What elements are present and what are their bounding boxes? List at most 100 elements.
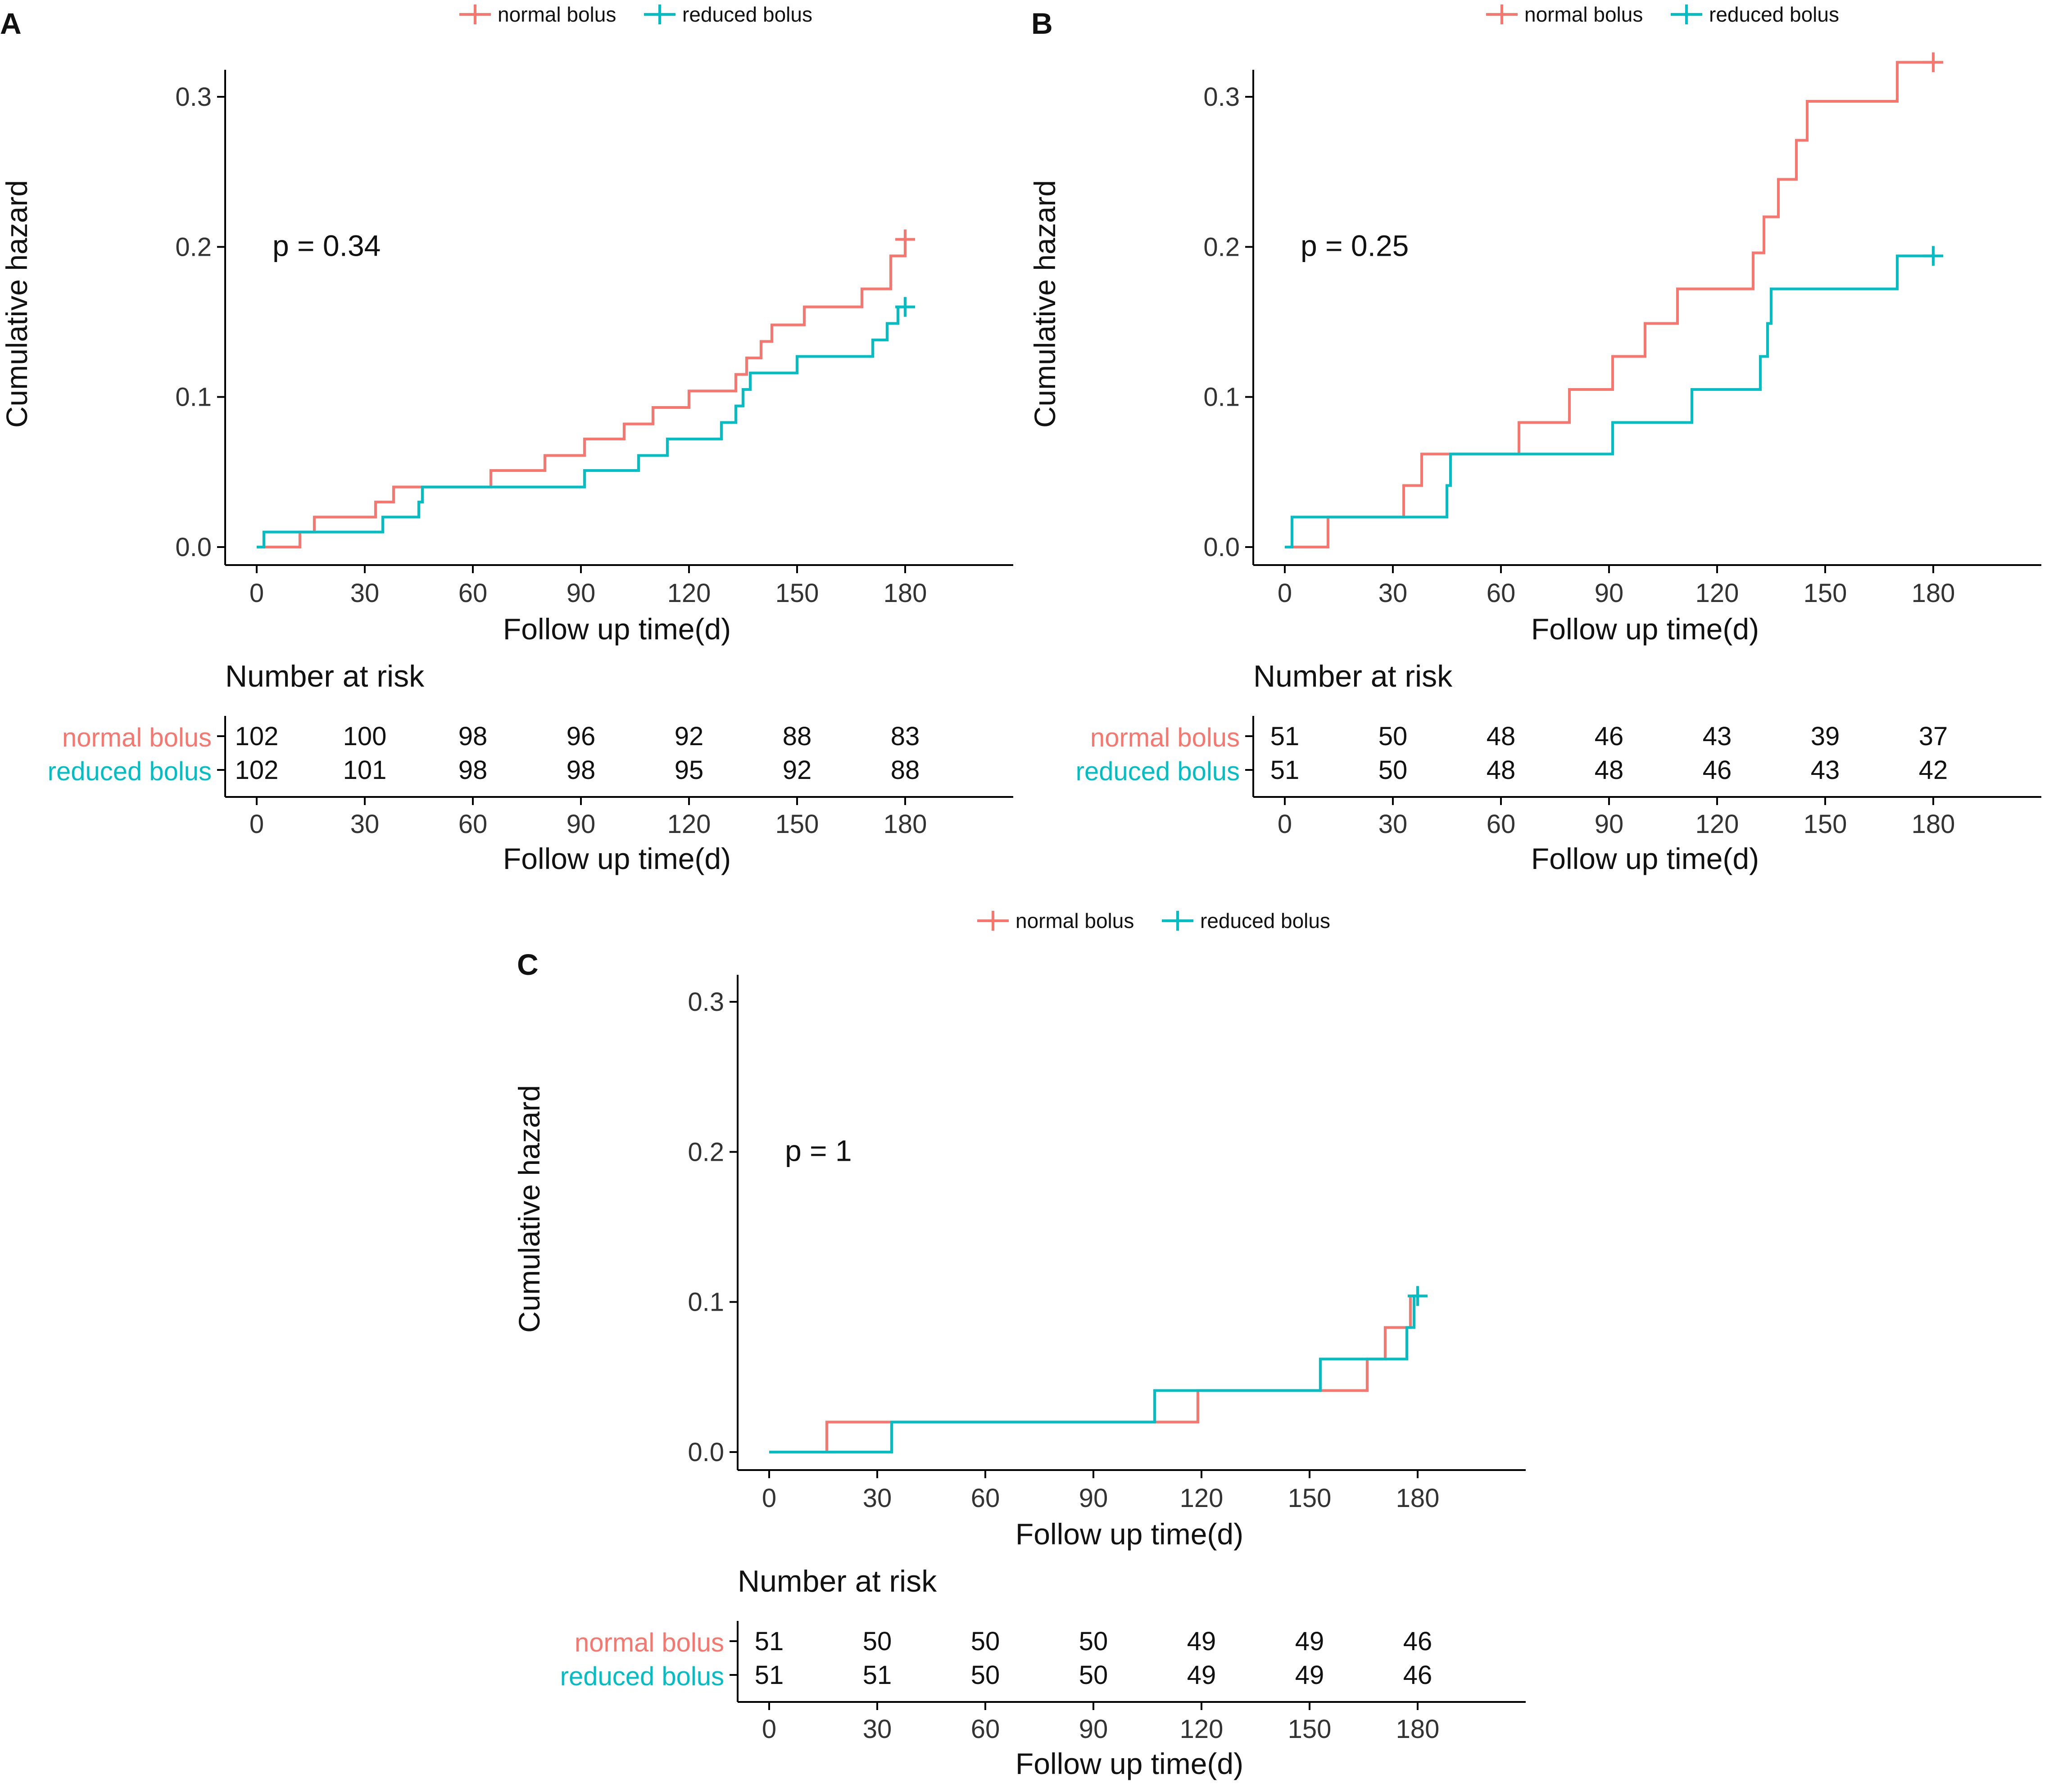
legend-normal-label: normal bolus xyxy=(1015,909,1134,932)
x-tick-label: 90 xyxy=(1595,579,1624,608)
risk-value-normal: 39 xyxy=(1811,722,1840,751)
risk-value-reduced: 98 xyxy=(567,756,596,785)
risk-x-tick-label: 60 xyxy=(458,810,488,839)
x-tick-label: 60 xyxy=(458,579,488,608)
p-value: p = 0.34 xyxy=(272,229,381,262)
risk-value-normal: 49 xyxy=(1295,1627,1324,1656)
x-tick-label: 120 xyxy=(1180,1484,1224,1513)
x-tick-label: 30 xyxy=(1378,579,1408,608)
risk-value-reduced: 48 xyxy=(1595,756,1624,785)
risk-x-tick-label: 0 xyxy=(249,810,264,839)
risk-row-label-normal: normal bolus xyxy=(62,723,212,752)
x-tick-label: 180 xyxy=(884,579,927,608)
risk-x-tick-label: 180 xyxy=(1912,810,1955,839)
y-tick-label: 0.0 xyxy=(175,533,212,562)
series-reduced-curve xyxy=(769,1294,1418,1453)
x-tick-label: 90 xyxy=(567,579,596,608)
risk-value-reduced: 101 xyxy=(343,756,387,785)
risk-row-label-reduced: reduced bolus xyxy=(48,757,212,786)
risk-x-tick-label: 90 xyxy=(1595,810,1624,839)
risk-x-tick-label: 120 xyxy=(1695,810,1739,839)
risk-value-normal: 46 xyxy=(1595,722,1624,751)
x-tick-label: 30 xyxy=(350,579,380,608)
legend-reduced-label: reduced bolus xyxy=(1200,909,1330,932)
risk-row-label-reduced: reduced bolus xyxy=(560,1662,724,1691)
risk-x-tick-label: 60 xyxy=(1487,810,1516,839)
risk-value-reduced: 95 xyxy=(675,756,704,785)
risk-value-normal: 49 xyxy=(1187,1627,1216,1656)
x-tick-label: 0 xyxy=(249,579,264,608)
x-tick-label: 30 xyxy=(863,1484,892,1513)
x-axis-title: Follow up time(d) xyxy=(503,612,731,646)
legend-reduced-label: reduced bolus xyxy=(682,3,812,26)
risk-value-reduced: 46 xyxy=(1403,1661,1432,1690)
risk-row-label-normal: normal bolus xyxy=(575,1628,724,1657)
risk-value-normal: 88 xyxy=(783,722,812,751)
y-tick-label: 0.1 xyxy=(1203,383,1240,412)
risk-x-tick-label: 120 xyxy=(1180,1715,1224,1744)
x-axis-title: Follow up time(d) xyxy=(1531,612,1759,646)
risk-value-normal: 92 xyxy=(675,722,704,751)
risk-value-normal: 48 xyxy=(1487,722,1516,751)
risk-value-reduced: 46 xyxy=(1703,756,1732,785)
risk-x-axis-title: Follow up time(d) xyxy=(1015,1747,1243,1780)
x-tick-label: 180 xyxy=(1396,1484,1440,1513)
risk-value-normal: 98 xyxy=(458,722,488,751)
legend: normal bolus reduced bolus xyxy=(459,3,812,26)
risk-value-reduced: 92 xyxy=(783,756,812,785)
risk-value-reduced: 43 xyxy=(1811,756,1840,785)
y-tick-label: 0.3 xyxy=(688,987,724,1017)
y-tick-label: 0.0 xyxy=(688,1438,724,1467)
legend-reduced-label: reduced bolus xyxy=(1709,3,1839,26)
risk-table-title: Number at risk xyxy=(225,659,425,693)
risk-value-reduced: 102 xyxy=(235,756,279,785)
risk-x-axis-title: Follow up time(d) xyxy=(503,842,731,875)
series-normal-curve xyxy=(257,239,907,548)
x-tick-label: 150 xyxy=(775,579,819,608)
legend-normal-label: normal bolus xyxy=(498,3,616,26)
p-value: p = 1 xyxy=(785,1134,852,1167)
y-tick-label: 0.2 xyxy=(1203,232,1240,262)
risk-x-tick-label: 150 xyxy=(1804,810,1847,839)
risk-value-normal: 96 xyxy=(567,722,596,751)
series-normal-curve xyxy=(1285,61,1933,548)
risk-x-axis-title: Follow up time(d) xyxy=(1531,842,1759,875)
risk-value-reduced: 42 xyxy=(1919,756,1948,785)
y-tick-label: 0.0 xyxy=(1203,533,1240,562)
y-tick-label: 0.2 xyxy=(688,1137,724,1167)
series-normal-curve xyxy=(769,1294,1418,1453)
risk-row-label-normal: normal bolus xyxy=(1090,723,1240,752)
risk-x-tick-label: 180 xyxy=(1396,1715,1440,1744)
legend-normal-label: normal bolus xyxy=(1524,3,1643,26)
x-tick-label: 180 xyxy=(1912,579,1955,608)
risk-value-normal: 46 xyxy=(1403,1627,1432,1656)
risk-value-normal: 43 xyxy=(1703,722,1732,751)
risk-value-normal: 50 xyxy=(971,1627,1000,1656)
risk-value-normal: 50 xyxy=(1378,722,1408,751)
panel-label: A xyxy=(0,7,22,40)
risk-x-tick-label: 90 xyxy=(1079,1715,1108,1744)
panel-label: C xyxy=(517,948,539,981)
legend: normal bolus reduced bolus xyxy=(977,909,1330,932)
risk-value-normal: 37 xyxy=(1919,722,1948,751)
risk-x-tick-label: 120 xyxy=(667,810,711,839)
risk-value-reduced: 50 xyxy=(1378,756,1408,785)
risk-x-tick-label: 30 xyxy=(863,1715,892,1744)
x-tick-label: 0 xyxy=(762,1484,776,1513)
risk-x-tick-label: 150 xyxy=(775,810,819,839)
risk-table-title: Number at risk xyxy=(738,1564,937,1598)
risk-value-reduced: 48 xyxy=(1487,756,1516,785)
risk-value-reduced: 51 xyxy=(863,1661,892,1690)
risk-x-tick-label: 180 xyxy=(884,810,927,839)
risk-value-normal: 102 xyxy=(235,722,279,751)
risk-value-normal: 100 xyxy=(343,722,387,751)
risk-value-normal: 50 xyxy=(1079,1627,1108,1656)
series-reduced-curve xyxy=(257,305,905,548)
y-tick-label: 0.3 xyxy=(175,82,212,112)
risk-value-normal: 51 xyxy=(1270,722,1300,751)
y-tick-label: 0.2 xyxy=(175,232,212,262)
